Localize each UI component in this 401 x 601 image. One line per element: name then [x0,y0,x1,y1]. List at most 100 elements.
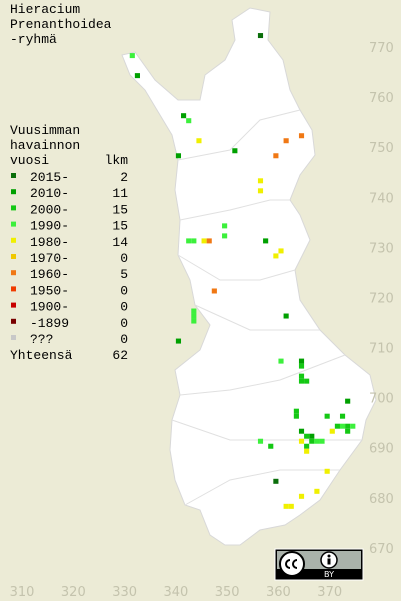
title-line: -ryhmä [10,32,57,47]
legend-swatch [11,335,16,340]
observation-square [298,358,305,364]
observation-square [257,178,264,184]
legend-label: 1950- [30,283,69,298]
legend-header-line: havainnon [10,138,80,153]
legend-swatch [11,318,16,324]
observation-square [257,188,264,194]
legend-swatch [11,189,16,195]
y-tick-label: 680 [369,492,394,507]
x-tick-label: 320 [61,585,86,600]
observation-square [283,138,289,144]
observation-square [268,443,274,449]
legend-label: -1899 [30,316,69,331]
legend-count: 14 [112,235,128,250]
legend-header-line: vuosi [10,153,49,168]
y-tick-label: 770 [369,41,394,56]
title: Hieracium Prenanthoidea -ryhmä [10,2,112,47]
count-header: lkm [105,153,129,168]
region-borders [171,109,362,506]
observation-square [324,468,330,474]
legend-swatch [11,221,16,227]
observation-square [350,423,356,429]
observation-square [309,433,315,439]
legend-count: 0 [120,316,128,331]
observation-square [273,253,279,259]
legend-label: 2015- [30,170,69,185]
y-tick-label: 730 [369,241,394,256]
title-line: Hieracium [10,2,80,17]
observation-square [186,238,192,244]
y-tick-label: 740 [369,191,394,206]
legend-swatch [11,205,16,211]
observation-square [257,438,264,444]
observation-square [309,438,315,444]
observation-square [201,238,207,244]
observation-square [293,408,299,414]
legend-count: 0 [120,300,128,315]
total-count: 62 [112,348,128,363]
legend-swatch [11,254,16,259]
y-tick-label: 670 [369,542,394,557]
observation-square [191,238,197,244]
observation-square [175,338,182,344]
observation-square [222,233,228,239]
title-line: Prenanthoidea [10,17,112,32]
legend-count: 5 [120,267,128,282]
observation-square [186,118,192,124]
observation-square [283,313,289,319]
legend-label: 1990- [30,219,69,234]
observation-square [196,138,202,144]
x-tick-label: 330 [112,585,137,600]
observation-square [319,438,325,444]
legend-label: 1980- [30,235,69,250]
observation-square [304,433,310,439]
license-badge: BY [274,548,364,581]
legend-count: 2 [120,170,128,185]
observation-square [298,493,305,499]
legend-label: 2000- [30,202,69,217]
observation-square [175,153,182,159]
observation-square [298,378,305,384]
legend-swatch [11,173,16,178]
observation-square [314,438,320,444]
license-text: BY [324,570,334,579]
legend-header: Vuusimman havainnon vuosi lkm [10,123,128,168]
observation-square [314,488,320,494]
legend-swatch [11,270,16,276]
legend-label: 1970- [30,251,69,266]
observation-square [263,238,269,244]
legend-count: 0 [120,332,128,347]
observation-square [278,358,284,364]
observation-square [298,133,305,139]
observation-square [339,413,346,419]
legend-header-line: Vuusimman [10,123,80,138]
legend-swatch [11,237,16,243]
x-tick-label: 370 [317,585,342,600]
finland-outline [121,7,377,546]
legend-label: 1960- [30,267,69,282]
x-tick-label: 360 [266,585,291,600]
observation-square [278,248,284,254]
observation-square [345,428,351,434]
observation-square [324,413,330,419]
legend-count: 15 [112,219,128,234]
observation-square [329,428,335,434]
observation-square [298,373,305,379]
observation-square [304,448,310,454]
observation-square [298,438,305,444]
legend-label: 2010- [30,186,69,201]
observation-square [191,313,197,319]
legend-label: ??? [30,332,53,347]
legend-swatch [11,286,16,292]
observation-square [288,503,294,509]
legend-count: 15 [112,202,128,217]
observation-square [339,423,346,429]
observation-square [345,398,351,404]
legend-label: 1900- [30,300,69,315]
observation-square [232,148,238,154]
legend-count: 11 [112,186,128,201]
observation-square [304,378,310,384]
observation-square [257,33,264,39]
y-tick-label: 760 [369,91,394,106]
